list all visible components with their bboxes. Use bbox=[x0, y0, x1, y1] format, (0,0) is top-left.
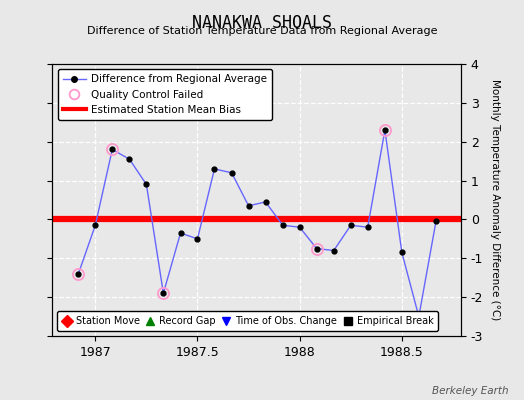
Legend: Station Move, Record Gap, Time of Obs. Change, Empirical Break: Station Move, Record Gap, Time of Obs. C… bbox=[57, 312, 438, 331]
Text: Difference of Station Temperature Data from Regional Average: Difference of Station Temperature Data f… bbox=[87, 26, 437, 36]
Text: NANAKWA SHOALS: NANAKWA SHOALS bbox=[192, 14, 332, 32]
Y-axis label: Monthly Temperature Anomaly Difference (°C): Monthly Temperature Anomaly Difference (… bbox=[490, 79, 500, 321]
Text: Berkeley Earth: Berkeley Earth bbox=[432, 386, 508, 396]
